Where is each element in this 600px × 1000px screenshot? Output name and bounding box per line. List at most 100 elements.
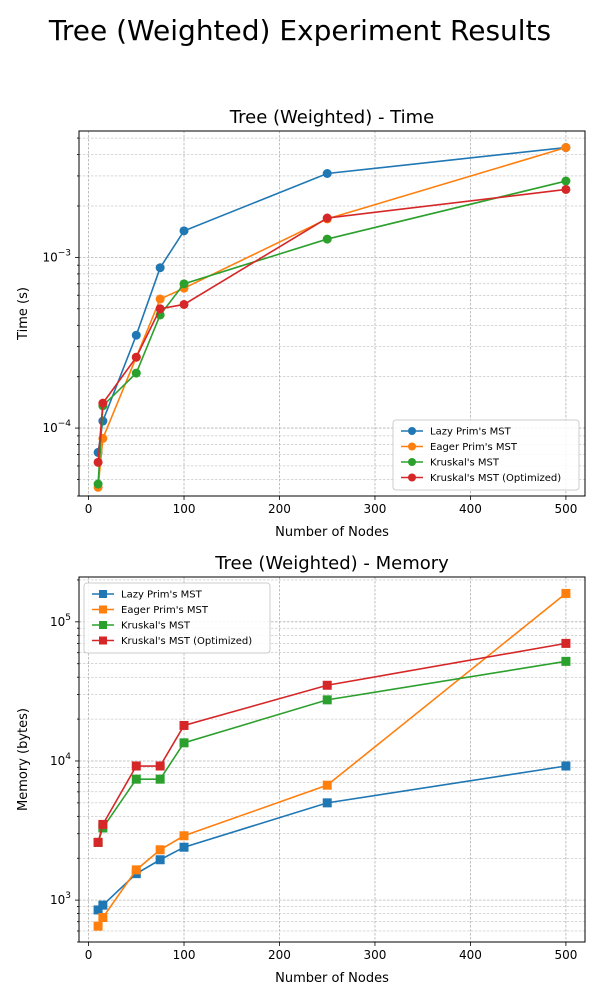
data-point [98, 398, 108, 408]
data-point [155, 294, 165, 304]
data-point [98, 819, 108, 829]
data-point [561, 143, 571, 153]
data-point [179, 720, 189, 730]
legend-marker [408, 473, 416, 482]
legend-label: Kruskal's MST (Optimized) [430, 473, 561, 484]
data-point [322, 780, 332, 790]
data-point [561, 761, 571, 771]
legend-marker [99, 636, 107, 645]
legend-marker [408, 427, 416, 435]
x-axis-label-memory: Number of Nodes [275, 971, 389, 986]
legend-marker [99, 590, 107, 598]
figure-title: Tree (Weighted) Experiment Results [48, 14, 552, 47]
data-point [179, 299, 189, 309]
data-point [179, 226, 189, 236]
data-point [561, 656, 571, 666]
legend-marker [99, 621, 107, 629]
legend-item: Eager Prim's MST [401, 442, 518, 453]
legend-label: Eager Prim's MST [121, 605, 209, 616]
chart-time: 0 100 200 300 400 500 10−4 10−3 Tree (Weighted) … [16, 107, 586, 540]
legend-label: Kruskal's MST [121, 621, 191, 632]
plot-frame-memory [78, 576, 586, 943]
data-point [131, 865, 141, 875]
data-point [155, 263, 165, 273]
x-axis-label-time: Number of Nodes [275, 525, 389, 540]
chart-title-memory: Tree (Weighted) - Memory [214, 553, 449, 574]
legend-time: Lazy Prim's MST Eager Prim's MST Kruskal's… [392, 419, 580, 491]
data-point [98, 912, 108, 922]
legend-memory: Lazy Prim's MST Eager Prim's MST Kruskal's… [83, 582, 271, 654]
data-point [155, 774, 165, 784]
y-axis-label-time: Time (s) [16, 287, 31, 341]
legend-label: Kruskal's MST (Optimized) [121, 636, 252, 647]
legend-item: Eager Prim's MST [92, 605, 209, 616]
legend-label: Lazy Prim's MST [430, 427, 512, 438]
data-point [98, 900, 108, 910]
series-line [97, 765, 567, 911]
data-point [322, 695, 332, 705]
y-tick-label: 10−3 [42, 248, 71, 264]
data-point [93, 457, 103, 467]
data-point [179, 831, 189, 841]
x-tick-label: 300 [364, 502, 387, 516]
data-point [179, 842, 189, 852]
series-memory-3 [93, 638, 571, 847]
y-axis-label-memory: Memory (bytes) [16, 708, 31, 811]
data-point [93, 905, 103, 915]
series-time-3 [93, 184, 571, 467]
data-point [131, 330, 141, 340]
data-point [155, 855, 165, 865]
x-tick-label: 200 [268, 948, 291, 962]
data-point [131, 774, 141, 784]
data-point [131, 368, 141, 378]
x-tick-label: 400 [459, 948, 482, 962]
legend-item: Kruskal's MST (Optimized) [92, 636, 252, 647]
legend-item: Lazy Prim's MST [401, 427, 512, 438]
data-point [179, 738, 189, 748]
data-point [155, 845, 165, 855]
data-point [131, 761, 141, 771]
data-point [322, 169, 332, 179]
data-point [93, 479, 103, 489]
legend-marker [99, 605, 107, 614]
data-point [322, 234, 332, 244]
legend-box [83, 582, 271, 654]
legend-label: Eager Prim's MST [430, 442, 518, 453]
x-tick-label: 100 [173, 502, 196, 516]
series-line [97, 146, 566, 453]
data-point [131, 352, 141, 362]
x-tick-label: 0 [85, 502, 93, 516]
legend-label: Kruskal's MST [430, 458, 500, 469]
data-point [561, 176, 571, 186]
data-point [155, 761, 165, 771]
data-point [561, 588, 571, 598]
legend-item: Kruskal's MST [92, 621, 191, 632]
series-memory-0 [93, 761, 571, 915]
data-point [93, 837, 103, 847]
plot-frame-time [78, 130, 586, 497]
x-tick-label: 500 [554, 948, 577, 962]
x-tick-label: 200 [268, 502, 291, 516]
y-tick-label: 104 [50, 752, 71, 768]
x-tick-label: 500 [554, 502, 577, 516]
data-point [155, 304, 165, 314]
x-tick-label: 400 [459, 502, 482, 516]
y-tick-label: 103 [50, 891, 71, 907]
legend-item: Kruskal's MST [401, 458, 500, 469]
legend-label: Lazy Prim's MST [121, 590, 203, 601]
series-time-0 [93, 143, 571, 457]
legend-marker [408, 458, 416, 466]
data-point [179, 279, 189, 289]
y-tick-label: 105 [50, 613, 71, 629]
data-point [322, 213, 332, 223]
data-point [93, 921, 103, 931]
x-tick-label: 0 [85, 948, 93, 962]
legend-item: Lazy Prim's MST [92, 590, 203, 601]
x-tick-label: 300 [364, 948, 387, 962]
legend-item: Kruskal's MST (Optimized) [401, 473, 561, 484]
series-memory-1 [93, 588, 571, 931]
data-point [561, 184, 571, 194]
data-point [561, 638, 571, 648]
data-point [322, 680, 332, 690]
legend-box [392, 419, 580, 491]
